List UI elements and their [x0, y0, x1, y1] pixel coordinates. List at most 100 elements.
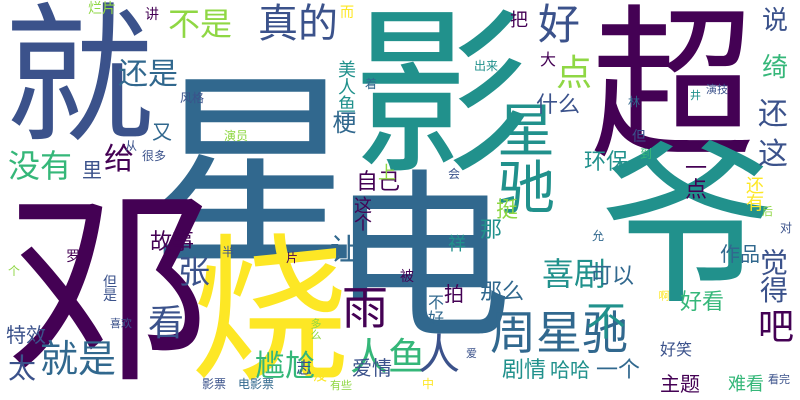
- word: 里: [82, 158, 102, 182]
- word: 很多: [142, 149, 167, 163]
- word: 张: [178, 253, 211, 291]
- word: 还是: [118, 57, 178, 92]
- word: 志: [296, 358, 313, 377]
- word: 把: [510, 10, 528, 31]
- word: 雨: [342, 281, 388, 335]
- word: 尴尬: [255, 349, 315, 384]
- word: 就是: [40, 337, 117, 381]
- word: 被: [400, 269, 414, 285]
- word: 美人鱼: [335, 60, 356, 113]
- word: 还: [758, 97, 788, 132]
- word: 什么: [536, 93, 581, 118]
- word: 好看: [680, 290, 725, 315]
- word: 允: [592, 229, 605, 243]
- word: 会: [448, 167, 461, 181]
- word: 而: [340, 5, 354, 21]
- word: 烧: [190, 218, 351, 400]
- word: 一点: [681, 156, 706, 200]
- word: 人: [418, 330, 461, 379]
- word: 半: [222, 245, 235, 259]
- word: 对: [780, 221, 793, 235]
- word: 但是: [101, 274, 117, 302]
- word: 剧情: [502, 358, 547, 383]
- word: 啊: [657, 290, 670, 301]
- word: 没: [311, 368, 327, 382]
- word: 还有: [743, 176, 764, 212]
- word: 影: [352, 0, 533, 200]
- word: 周星驰: [490, 306, 628, 360]
- word: 有些: [330, 379, 352, 392]
- word: 特效: [6, 323, 46, 347]
- word: 但: [632, 129, 646, 145]
- word: 不是: [168, 5, 233, 43]
- word: 给: [104, 142, 134, 177]
- word: 影票: [202, 377, 227, 391]
- word: 出来: [474, 59, 499, 73]
- word: 爷: [600, 126, 775, 329]
- word: 风格: [180, 91, 205, 105]
- word: 作品: [720, 242, 760, 266]
- word: 又: [152, 120, 172, 144]
- word: 电: [330, 153, 512, 365]
- word: 中: [422, 377, 435, 391]
- word: 人鱼: [350, 335, 427, 379]
- word: 环保: [584, 150, 629, 175]
- word: 电影票: [238, 377, 275, 391]
- word: 让: [330, 233, 360, 268]
- word: 林: [628, 95, 641, 109]
- word: 点: [556, 53, 593, 94]
- word: 梗: [328, 110, 356, 134]
- word: 片: [286, 251, 299, 265]
- word: 烂片: [88, 1, 116, 17]
- word: 好: [538, 0, 581, 49]
- word: 这个: [351, 196, 372, 232]
- word: 上: [378, 163, 396, 184]
- word: 说: [762, 6, 789, 36]
- word: 觉得: [756, 248, 789, 303]
- word: 吧: [758, 307, 795, 348]
- word: 那: [480, 218, 503, 243]
- word: 太: [8, 352, 37, 385]
- word: 罗: [66, 249, 80, 265]
- word: 这: [758, 137, 788, 172]
- word: 爱: [466, 347, 477, 360]
- word: 爱情: [352, 356, 392, 380]
- word: 后: [762, 205, 773, 218]
- word: 不好: [425, 294, 444, 326]
- word: 哈哈: [550, 358, 590, 382]
- word: 祥: [448, 234, 466, 255]
- word: 那么: [480, 280, 525, 305]
- word: 从: [125, 139, 138, 153]
- word: 好笑: [660, 340, 693, 359]
- word: 难看: [728, 374, 764, 395]
- word: 主题: [660, 372, 700, 396]
- word: 井: [690, 89, 701, 102]
- word: 自己: [356, 170, 401, 195]
- word: 没有: [8, 147, 73, 185]
- word: 一个: [596, 358, 641, 383]
- word: 就: [4, 0, 155, 164]
- word: 看: [148, 303, 185, 344]
- word: 大: [540, 50, 557, 69]
- word: 真的: [258, 1, 338, 47]
- word: 故事: [150, 230, 195, 255]
- word: 邓: [6, 171, 214, 400]
- word: 可以: [590, 264, 635, 289]
- word: 拍: [444, 282, 464, 306]
- word: 多么: [309, 318, 322, 340]
- word: 到: [640, 147, 653, 161]
- word: 喜剧: [542, 255, 607, 293]
- word: 挺: [496, 198, 519, 223]
- word: 个: [8, 264, 21, 278]
- word: 绮: [762, 53, 789, 83]
- word: 超: [590, 0, 755, 182]
- word: 讲: [145, 7, 159, 23]
- word: 着: [365, 77, 378, 91]
- word: 喜欢: [110, 317, 132, 330]
- word: 演技: [706, 83, 728, 96]
- word: 演员: [224, 129, 249, 143]
- word: 星: [150, 52, 361, 297]
- word: 看完: [768, 373, 790, 386]
- word: 不: [586, 299, 626, 345]
